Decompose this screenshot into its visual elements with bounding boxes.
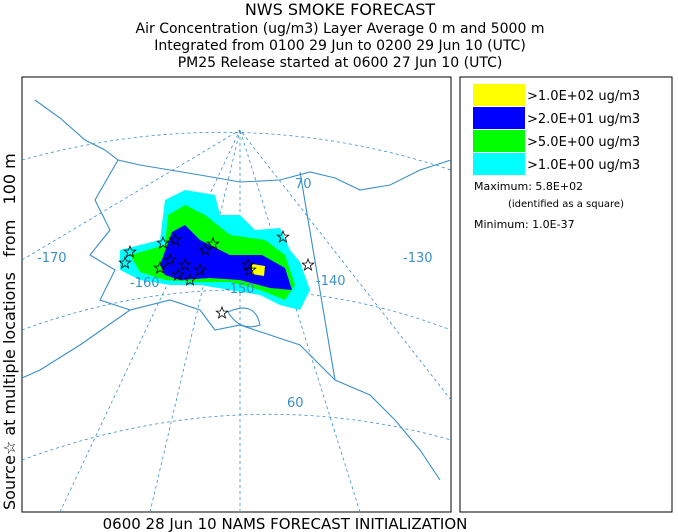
graticule (21, 131, 452, 171)
source-star (168, 232, 182, 246)
legend-swatch (473, 84, 525, 106)
source-star (301, 257, 315, 271)
coastline (227, 307, 261, 328)
legend-label: >5.0E+00 ug/m3 (527, 135, 640, 150)
source-label: Source☆ at multiple locations from 100 m (0, 153, 19, 510)
minimum: Minimum: 1.0E-37 (474, 218, 575, 231)
source-star (193, 262, 207, 276)
source-star (276, 229, 290, 243)
source-star (206, 236, 220, 250)
map-label: -160 (130, 276, 160, 291)
coastline (21, 309, 131, 379)
graticule (21, 289, 452, 331)
legend-swatch (473, 153, 525, 175)
map-label: -170 (37, 251, 67, 266)
source-star (118, 255, 132, 269)
map: 70 -170 -160 -150 -140 -130 60 (21, 76, 452, 513)
border (299, 171, 441, 481)
map-frame (21, 76, 452, 513)
coastline (34, 99, 452, 191)
source-star (163, 252, 177, 266)
legend-swatch (473, 107, 525, 129)
source-star (215, 305, 229, 319)
map-label: -130 (403, 251, 433, 266)
maximum-note: (identified as a square) (508, 199, 624, 210)
graticule (59, 129, 241, 513)
legend-label: >1.0E+00 ug/m3 (527, 158, 640, 173)
map-label: -150 (225, 282, 255, 297)
subtitle: Integrated from 0100 29 Jun to 0200 29 J… (154, 38, 526, 54)
map-label: 70 (295, 177, 312, 192)
source-star (156, 235, 170, 249)
source-star (183, 272, 197, 286)
graticule (21, 129, 241, 261)
source-star (153, 260, 167, 274)
plume-1e2 (252, 264, 265, 276)
source-markers (118, 229, 315, 319)
source-star (198, 242, 212, 256)
legend-label: >2.0E+01 ug/m3 (527, 112, 640, 127)
graticule (21, 413, 452, 461)
graticule (239, 129, 361, 513)
source-star (178, 257, 192, 271)
legend-items: >1.0E+02 ug/m3 >2.0E+01 ug/m3 >5.0E+00 ug/… (473, 84, 640, 175)
map-label: -140 (316, 274, 346, 289)
map-label: 60 (287, 396, 304, 411)
subtitle: PM25 Release started at 0600 27 Jun 10 (… (178, 55, 503, 71)
legend-swatch (473, 130, 525, 152)
legend: >1.0E+02 ug/m3 >2.0E+01 ug/m3 >5.0E+00 ug/… (459, 76, 673, 513)
source-star (123, 244, 137, 258)
footer: 0600 28 Jun 10 NAMS FORECAST INITIALIZAT… (103, 515, 468, 532)
coastline (89, 159, 336, 381)
subtitle: Air Concentration (ug/m3) Layer Average … (136, 21, 545, 37)
source-star (243, 262, 257, 276)
title: NWS SMOKE FORECAST (245, 0, 436, 19)
source-star (171, 267, 185, 281)
maximum: Maximum: 5.8E+02 (474, 180, 583, 193)
source-star (241, 257, 255, 271)
legend-label: >1.0E+02 ug/m3 (527, 89, 640, 104)
